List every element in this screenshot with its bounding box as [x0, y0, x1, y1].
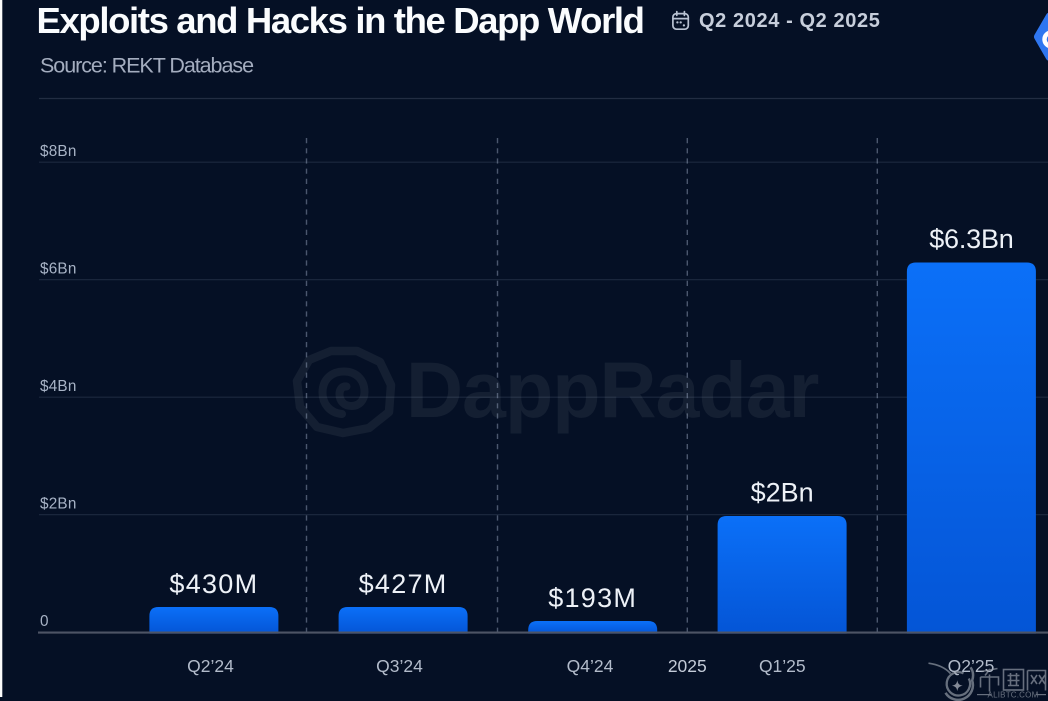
svg-text:$427M: $427M — [359, 569, 448, 599]
svg-text:2025: 2025 — [668, 656, 707, 676]
svg-text:$430M: $430M — [169, 569, 258, 599]
svg-text:DappRadar: DappRadar — [406, 345, 819, 434]
svg-text:$2Bn: $2Bn — [751, 478, 814, 508]
svg-text:0: 0 — [40, 613, 49, 630]
svg-text:ALIBTC.COM: ALIBTC.COM — [988, 690, 1039, 699]
svg-text:Q4’24: Q4’24 — [567, 656, 614, 676]
svg-text:Q1’25: Q1’25 — [759, 656, 806, 676]
svg-text:$193M: $193M — [548, 583, 637, 613]
svg-text:Q3’24: Q3’24 — [376, 656, 423, 676]
svg-text:Source: REKT Database: Source: REKT Database — [40, 54, 253, 78]
svg-text:$2Bn: $2Bn — [40, 496, 77, 513]
svg-text:Q2 2024 - Q2 2025: Q2 2024 - Q2 2025 — [699, 10, 880, 32]
svg-text:$6Bn: $6Bn — [40, 260, 77, 277]
svg-text:Q2’24: Q2’24 — [187, 656, 234, 676]
svg-text:$4Bn: $4Bn — [40, 378, 77, 395]
svg-text:$8Bn: $8Bn — [40, 143, 77, 160]
svg-text:$6.3Bn: $6.3Bn — [929, 224, 1013, 254]
svg-text:Exploits and Hacks in the Dapp: Exploits and Hacks in the Dapp World — [37, 0, 644, 41]
